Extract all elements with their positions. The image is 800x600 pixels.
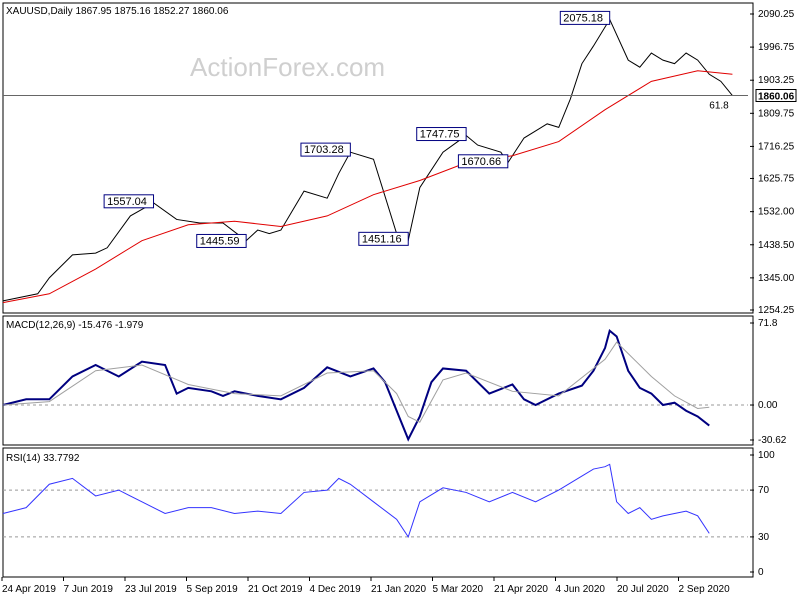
y-tick-label: 1625.75 bbox=[758, 173, 795, 184]
last-price-box bbox=[755, 89, 797, 103]
price-annotation: 1451.16 bbox=[362, 233, 402, 245]
price-annotation-box bbox=[358, 231, 409, 246]
fib-annotation: 61.8 bbox=[709, 100, 729, 111]
price-annotation-box bbox=[416, 127, 467, 142]
price-annotation: 1703.28 bbox=[304, 144, 344, 156]
last-price-label: 1860.06 bbox=[758, 92, 795, 103]
series-line-1-1 bbox=[2, 341, 710, 423]
watermark: ActionForex.com bbox=[190, 52, 385, 82]
price-annotation: 1747.75 bbox=[420, 129, 460, 141]
y-tick-label: 1903.25 bbox=[758, 75, 795, 86]
series-line-0-1 bbox=[2, 70, 733, 304]
x-tick-label: 7 Jun 2019 bbox=[64, 584, 114, 595]
x-tick-label: 5 Sep 2019 bbox=[187, 584, 239, 595]
x-tick-label: 23 Jul 2019 bbox=[125, 584, 177, 595]
price-header: XAUUSD,Daily 1867.95 1875.16 1852.27 186… bbox=[6, 6, 229, 17]
price-annotation: 1557.04 bbox=[107, 196, 147, 208]
y-tick-label: 1438.50 bbox=[758, 240, 795, 251]
macd-header: MACD(12,26,9) -15.476 -1.979 bbox=[6, 320, 144, 331]
x-tick-label: 21 Apr 2020 bbox=[494, 584, 548, 595]
y-tick-label: 0.00 bbox=[758, 400, 778, 411]
x-tick-label: 20 Jul 2020 bbox=[617, 584, 669, 595]
rsi-layer: 100 70 30 0 bbox=[2, 450, 775, 578]
x-tick-label: 2 Sep 2020 bbox=[679, 584, 731, 595]
x-tick-label: 21 Jan 2020 bbox=[371, 584, 426, 595]
rsi-header: RSI(14) 33.7792 bbox=[6, 453, 80, 464]
y-tick-label: 2090.25 bbox=[758, 9, 795, 20]
price-annotation-box bbox=[559, 10, 611, 25]
price-panel bbox=[2, 2, 754, 314]
macd-panel bbox=[2, 315, 754, 446]
y-tick-label: 70 bbox=[758, 485, 770, 496]
y-tick-label: 1716.25 bbox=[758, 141, 795, 152]
price-annotation: 1670.66 bbox=[461, 156, 501, 168]
y-tick-label: 1996.75 bbox=[758, 42, 795, 53]
y-tick-label: 1345.00 bbox=[758, 273, 795, 284]
price-annotation-box bbox=[457, 154, 509, 169]
price-annotation: 1445.59 bbox=[200, 235, 240, 247]
series-line-0-0 bbox=[2, 18, 733, 302]
price-annotation: 2075.18 bbox=[563, 12, 603, 24]
y-tick-label: 1532.00 bbox=[758, 207, 795, 218]
x-tick-label: 4 Dec 2019 bbox=[310, 584, 362, 595]
x-tick-label: 21 Oct 2019 bbox=[248, 584, 303, 595]
x-tick-label: 5 Mar 2020 bbox=[433, 584, 484, 595]
rsi-panel bbox=[2, 447, 754, 578]
y-tick-label: -30.62 bbox=[758, 435, 787, 446]
y-tick-label: 1809.75 bbox=[758, 108, 795, 119]
y-tick-label: 71.8 bbox=[758, 318, 778, 329]
price-annotation-box bbox=[103, 194, 155, 209]
price-layer: 2090.25 1996.75 1903.25 1809.75 1716.25 1625.… bbox=[2, 9, 797, 316]
x-tick-label: 4 Jun 2020 bbox=[556, 584, 606, 595]
series-line-1-0 bbox=[2, 329, 710, 442]
y-tick-label: 100 bbox=[758, 450, 775, 461]
y-tick-label: 1254.25 bbox=[758, 305, 795, 316]
y-tick-label: 0 bbox=[758, 567, 764, 578]
x-tick-label: 24 Apr 2019 bbox=[2, 584, 56, 595]
y-tick-label: 30 bbox=[758, 532, 770, 543]
price-annotation-box bbox=[300, 142, 351, 157]
series-line-2-0 bbox=[2, 463, 710, 539]
axis-layer: 24 Apr 2019 7 Jun 2019 23 Jul 2019 5 Sep 20… bbox=[1, 577, 731, 595]
macd-layer: 71.8 0.00 -30.62 bbox=[2, 318, 787, 446]
price-annotation-box bbox=[196, 233, 247, 248]
